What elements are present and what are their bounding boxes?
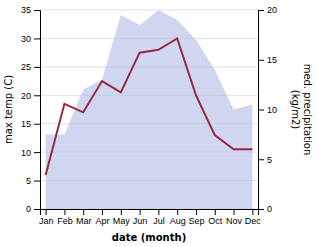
precipitation-area xyxy=(46,10,253,209)
tick-mark xyxy=(34,124,40,125)
x-axis-title: date (month) xyxy=(112,232,186,243)
tick-label: Feb xyxy=(57,216,73,226)
tick-mark xyxy=(64,209,65,215)
x-axis: JanFebMar AprMayJun Jul AugSep OctNovDec xyxy=(39,209,261,226)
tick-mark xyxy=(121,209,122,215)
tick: Feb xyxy=(57,209,73,226)
tick-label: Jun xyxy=(133,216,148,226)
axis-line xyxy=(41,210,259,216)
tick: Mar xyxy=(76,209,92,226)
tick-mark xyxy=(158,209,159,215)
y2-axis-title: med. precipitation(kg/m2) xyxy=(290,64,313,156)
tick: 10 xyxy=(21,148,40,158)
tick-label: 20 xyxy=(267,5,277,15)
y2-axis-title-line: med. precipitation xyxy=(302,64,313,156)
tick-label: 15 xyxy=(21,119,31,129)
tick-mark xyxy=(46,209,47,215)
tick: 0 xyxy=(26,204,40,214)
tick: May xyxy=(113,209,131,226)
tick-label: 5 xyxy=(267,155,272,165)
tick-mark xyxy=(258,209,264,210)
tick-label: 25 xyxy=(21,62,31,72)
y-axis: 0 5 10 15 20 25 30 35 xyxy=(21,5,41,214)
tick-mark xyxy=(34,67,40,68)
tick-mark xyxy=(34,95,40,96)
tick-label: Dec xyxy=(245,216,262,226)
tick-mark xyxy=(34,38,40,39)
tick-label: 35 xyxy=(21,5,31,15)
tick-mark xyxy=(177,209,178,215)
grid-line xyxy=(40,10,258,11)
tick-mark xyxy=(234,209,235,215)
tick-label: Mar xyxy=(76,216,92,226)
tick: Jul xyxy=(153,209,165,226)
tick-mark xyxy=(258,110,264,111)
tick-mark xyxy=(102,209,103,215)
tick-label: 0 xyxy=(267,204,272,214)
tick-mark xyxy=(258,159,264,160)
tick-mark xyxy=(252,209,253,215)
axis-line xyxy=(34,11,41,210)
tick: Oct xyxy=(208,209,223,226)
tick-label: 5 xyxy=(26,176,31,186)
tick-mark xyxy=(258,10,264,11)
tick: 20 xyxy=(258,5,277,15)
tick: 15 xyxy=(258,55,277,65)
tick-mark xyxy=(140,209,141,215)
tick: 15 xyxy=(21,119,40,129)
tick-label: Sep xyxy=(188,216,204,226)
tick: 5 xyxy=(258,155,272,165)
tick: 25 xyxy=(21,62,40,72)
tick: 35 xyxy=(21,5,40,15)
tick-mark xyxy=(258,60,264,61)
tick: 5 xyxy=(26,176,40,186)
grid xyxy=(40,10,258,209)
tick-mark xyxy=(34,209,40,210)
tick-mark xyxy=(34,181,40,182)
tick-mark xyxy=(34,10,40,11)
chart-svg: JanFebMar AprMayJun Jul AugSep OctNovDec 0 5 10… xyxy=(0,0,318,247)
tick-label: Oct xyxy=(208,216,223,226)
tick: 0 xyxy=(258,204,272,214)
tick-label: 0 xyxy=(26,204,31,214)
tick-label: 10 xyxy=(21,148,31,158)
tick-label: 20 xyxy=(21,91,31,101)
tick: Sep xyxy=(188,209,204,226)
tick: Nov xyxy=(226,209,243,226)
y-axis-title: max temp (C) xyxy=(3,75,14,144)
y2-axis-title-line: (kg/m2) xyxy=(290,90,301,130)
tick-label: Apr xyxy=(96,216,110,226)
tick: Jun xyxy=(133,209,148,226)
tick-label: Jan xyxy=(39,216,54,226)
tick-label: Nov xyxy=(226,216,243,226)
tick: Aug xyxy=(170,209,186,226)
tick: 30 xyxy=(21,34,40,44)
tick-label: 15 xyxy=(267,55,277,65)
tick-mark xyxy=(34,152,40,153)
tick: 10 xyxy=(258,105,277,115)
temperature-line xyxy=(46,38,253,174)
tick-mark xyxy=(196,209,197,215)
tick: 20 xyxy=(21,91,40,101)
tick-label: Aug xyxy=(170,216,186,226)
chart-container: JanFebMar AprMayJun Jul AugSep OctNovDec 0 5 10… xyxy=(0,0,318,247)
plot-root: JanFebMar AprMayJun Jul AugSep OctNovDec 0 5 10… xyxy=(21,5,277,226)
y2-axis: 0 5 10 15 20 xyxy=(258,5,277,214)
tick-label: 10 xyxy=(267,105,277,115)
tick-label: May xyxy=(113,216,131,226)
tick-label: 30 xyxy=(21,34,31,44)
tick: Jan xyxy=(39,209,54,226)
tick: Apr xyxy=(96,209,110,226)
marks xyxy=(46,10,253,209)
tick: Dec xyxy=(245,209,262,226)
tick-label: Jul xyxy=(153,216,165,226)
axis-line xyxy=(259,11,265,210)
tick-mark xyxy=(83,209,84,215)
tick-mark xyxy=(215,209,216,215)
